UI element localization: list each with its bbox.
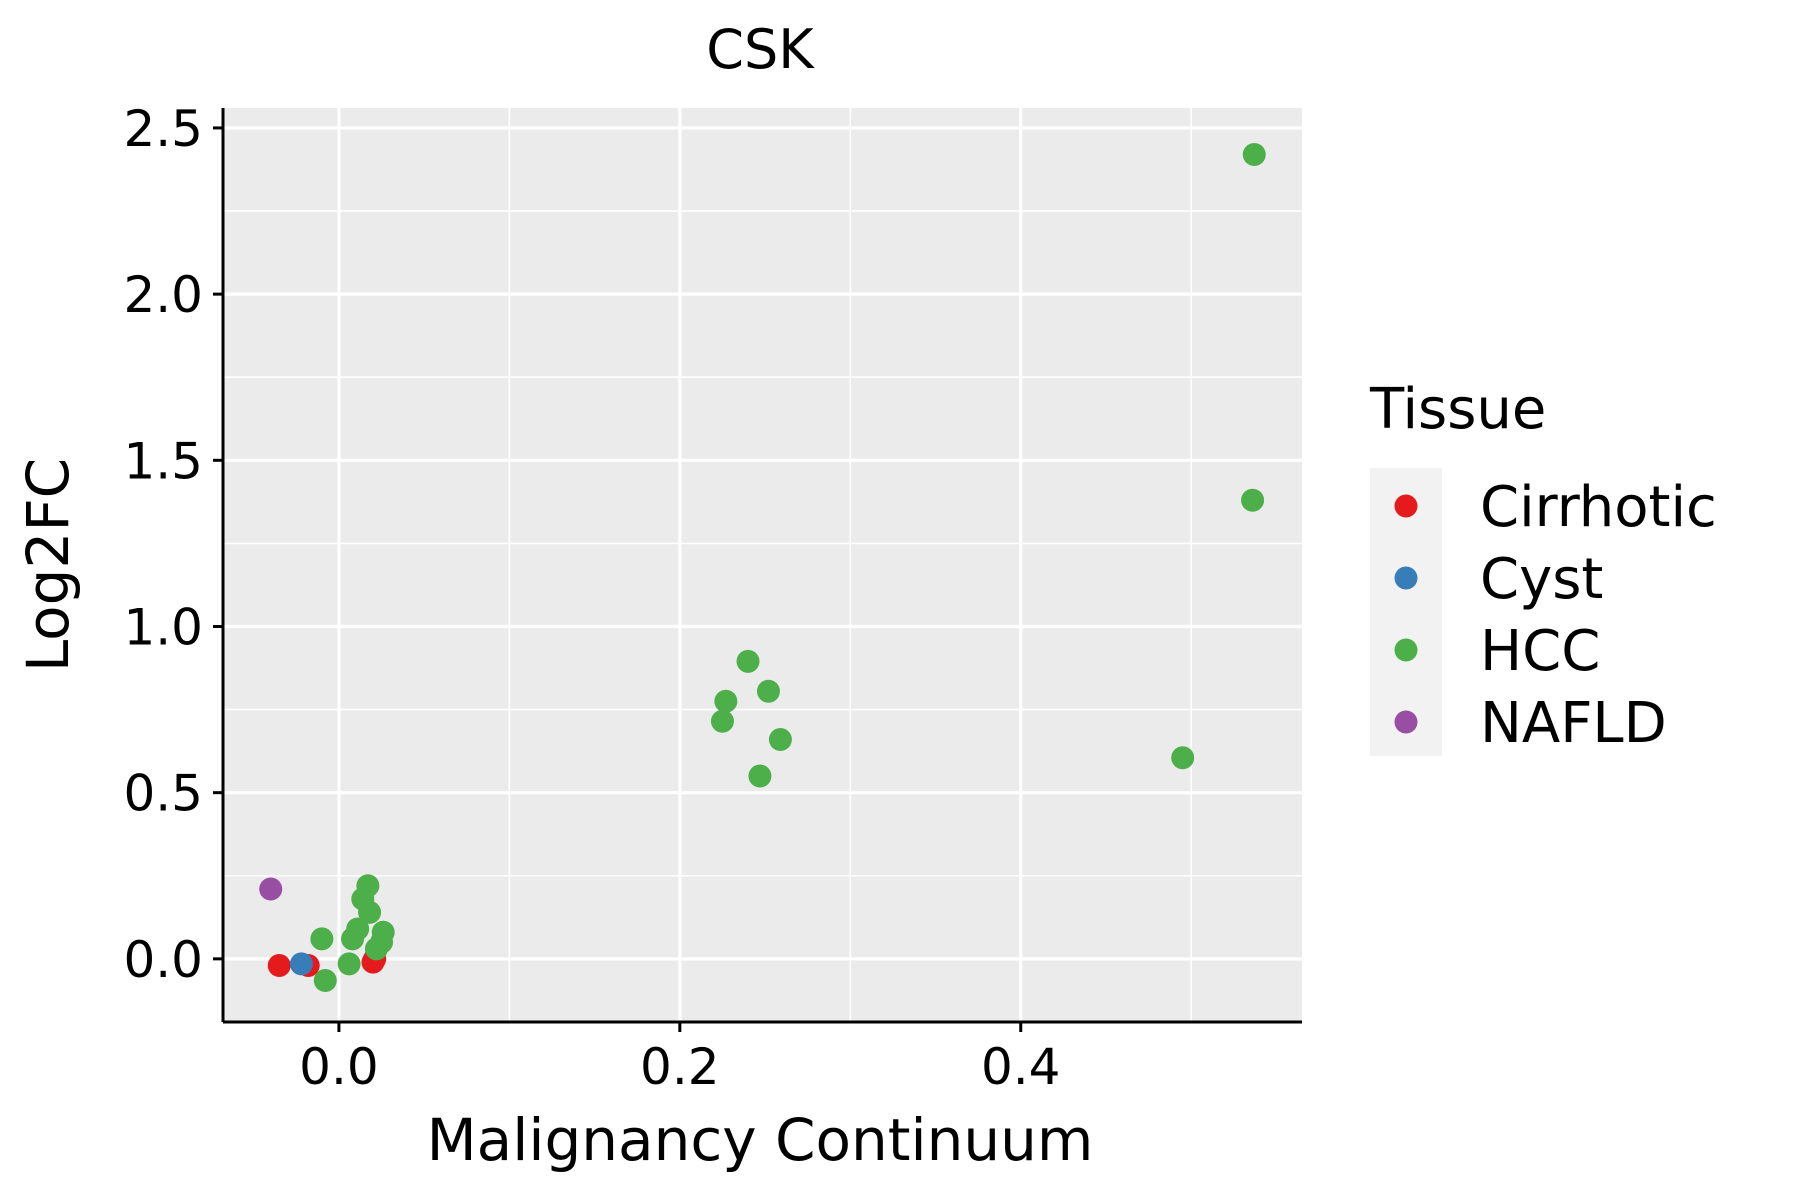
plot-panel bbox=[223, 108, 1302, 1022]
grid-major bbox=[223, 108, 1302, 1022]
data-point-cirrhotic bbox=[267, 953, 291, 977]
y-tick-label: 2.0 bbox=[123, 266, 203, 324]
y-tick-label: 0.5 bbox=[123, 765, 203, 823]
y-tick-label: 0.0 bbox=[123, 931, 203, 989]
x-tick-label: 0.0 bbox=[299, 1038, 379, 1096]
data-point-hcc bbox=[1242, 143, 1266, 167]
data-point-hcc bbox=[756, 679, 780, 703]
legend-key-cyst bbox=[1394, 566, 1418, 590]
data-point-hcc bbox=[310, 927, 334, 951]
legend-key-hcc bbox=[1394, 638, 1418, 662]
data-point-hcc bbox=[714, 689, 738, 713]
data-points bbox=[259, 143, 1266, 992]
data-point-hcc bbox=[313, 968, 337, 992]
x-axis-title: Malignancy Continuum bbox=[427, 1106, 1094, 1174]
chart-title: CSK bbox=[706, 18, 815, 81]
legend-title: Tissue bbox=[1369, 377, 1546, 442]
legend-label-cirrhotic: Cirrhotic bbox=[1480, 475, 1717, 540]
x-tick-label: 0.2 bbox=[640, 1038, 720, 1096]
grid-minor bbox=[223, 108, 1302, 1022]
data-point-hcc bbox=[337, 952, 361, 976]
data-point-hcc bbox=[736, 649, 760, 673]
legend-key-cirrhotic bbox=[1394, 494, 1418, 518]
legend-label-nafld: NAFLD bbox=[1480, 691, 1667, 756]
data-point-hcc bbox=[1241, 488, 1265, 512]
x-tick-label: 0.4 bbox=[981, 1038, 1061, 1096]
data-point-hcc bbox=[1171, 746, 1195, 770]
data-point-hcc bbox=[710, 709, 734, 733]
legend: Tissue Cirrhotic Cyst HCC NAFLD bbox=[1369, 377, 1717, 756]
data-point-nafld bbox=[259, 877, 283, 901]
data-point-hcc bbox=[371, 920, 395, 944]
data-point-hcc bbox=[748, 764, 772, 788]
data-point-hcc bbox=[768, 727, 792, 751]
y-axis-ticks: 0.0 0.5 1.0 1.5 2.0 2.5 bbox=[123, 100, 223, 989]
legend-label-hcc: HCC bbox=[1480, 619, 1600, 684]
y-tick-label: 2.5 bbox=[123, 100, 203, 158]
legend-key-nafld bbox=[1394, 710, 1418, 734]
data-point-hcc bbox=[356, 874, 380, 898]
y-axis-title: Log2FC bbox=[14, 458, 82, 672]
legend-label-cyst: Cyst bbox=[1480, 547, 1603, 612]
data-point-hcc bbox=[346, 917, 370, 941]
data-point-hcc bbox=[358, 900, 382, 924]
y-tick-label: 1.5 bbox=[123, 432, 203, 490]
x-axis-ticks: 0.0 0.2 0.4 bbox=[299, 1022, 1061, 1096]
y-tick-label: 1.0 bbox=[123, 598, 203, 656]
data-point-cyst bbox=[289, 952, 313, 976]
